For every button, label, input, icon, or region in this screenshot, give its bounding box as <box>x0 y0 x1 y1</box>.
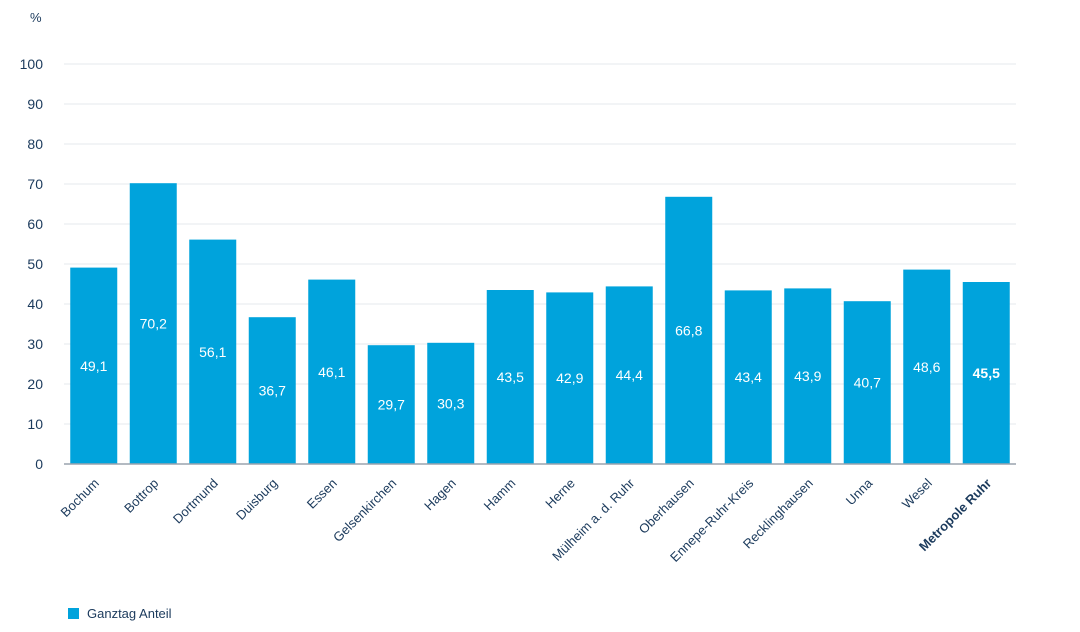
y-tick-label: 80 <box>27 136 43 152</box>
bar <box>665 196 713 465</box>
bar-value-label: 43,5 <box>497 369 524 385</box>
bar-value-label: 70,2 <box>140 316 167 332</box>
x-tick-label: Dortmund <box>170 476 221 527</box>
bar-chart: % 0 10 20 30 40 50 60 70 80 90 100 49,1 70,2 56,1 36,… <box>20 10 1016 565</box>
y-tick-label: 70 <box>27 176 43 192</box>
bar-value-label: 43,4 <box>735 369 762 385</box>
y-tick-label: 60 <box>27 216 43 232</box>
y-tick-label: 90 <box>27 96 43 112</box>
bar <box>546 292 594 464</box>
bar <box>427 342 475 464</box>
bar <box>903 269 951 464</box>
x-tick-label: Herne <box>542 476 578 512</box>
bar <box>70 267 118 464</box>
bar-value-label: 56,1 <box>199 344 226 360</box>
bar <box>962 282 1010 464</box>
y-tick-label: 40 <box>27 296 43 312</box>
bar <box>367 345 415 464</box>
bar-value-label: 48,6 <box>913 359 940 375</box>
x-tick-label: Hamm <box>481 476 519 514</box>
x-tick-label: Hagen <box>421 476 459 514</box>
y-axis-unit: % <box>30 10 42 25</box>
bar-value-label: 49,1 <box>80 358 107 374</box>
bar-value-label: 29,7 <box>378 397 405 413</box>
bars: 49,1 70,2 56,1 36,7 46,1 29,7 30,3 43,5 42,9 44,4… <box>70 183 1010 465</box>
bar-value-label: 46,1 <box>318 364 345 380</box>
x-tick-label: Bochum <box>58 476 102 520</box>
bar-value-label: 66,8 <box>675 322 702 338</box>
y-tick-label: 100 <box>20 56 44 72</box>
legend: Ganztag Anteil <box>68 606 172 621</box>
bar-value-label: 36,7 <box>259 383 286 399</box>
bar <box>784 288 832 464</box>
x-tick-label: Oberhausen <box>636 476 697 537</box>
x-tick-label: Duisburg <box>233 476 280 523</box>
y-tick-label: 0 <box>35 456 43 472</box>
y-tick-label: 10 <box>27 416 43 432</box>
x-tick-label: Essen <box>304 476 340 512</box>
bar <box>843 301 891 464</box>
y-axis-ticks: 0 10 20 30 40 50 60 70 80 90 100 <box>20 56 44 472</box>
legend-label: Ganztag Anteil <box>87 606 172 621</box>
bar <box>129 183 177 464</box>
y-tick-label: 50 <box>27 256 43 272</box>
y-tick-label: 30 <box>27 336 43 352</box>
bar-value-label: 45,5 <box>973 365 1000 381</box>
y-tick-label: 20 <box>27 376 43 392</box>
legend-swatch <box>68 608 79 619</box>
bar <box>308 279 356 464</box>
x-tick-label: Bottrop <box>121 476 161 516</box>
bar-value-label: 30,3 <box>437 395 464 411</box>
x-tick-label: Unna <box>843 475 876 508</box>
bar-value-label: 43,9 <box>794 368 821 384</box>
bar <box>486 290 534 464</box>
bar <box>605 286 653 464</box>
bar <box>248 317 296 464</box>
bar-value-label: 44,4 <box>616 367 643 383</box>
bar-value-label: 40,7 <box>854 375 881 391</box>
x-axis-labels: Bochum Bottrop Dortmund Duisburg EssenGelsen… <box>58 475 995 565</box>
bar <box>189 239 237 464</box>
x-tick-label: Gelsenkirchen <box>330 476 399 545</box>
x-tick-label: Wesel <box>899 475 935 511</box>
bar-value-label: 42,9 <box>556 370 583 386</box>
bar <box>724 290 772 464</box>
